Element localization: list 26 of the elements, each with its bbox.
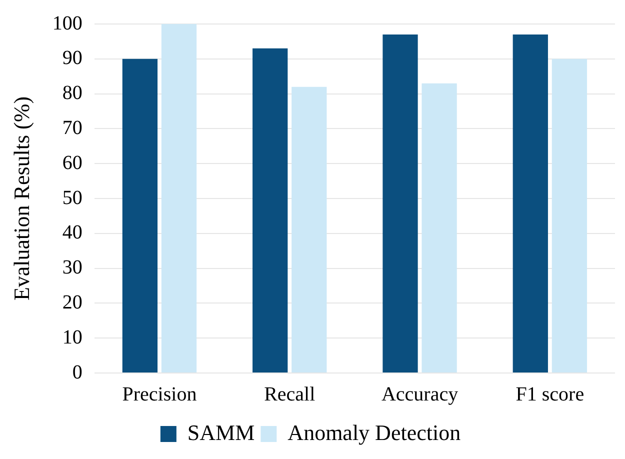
y-tick-label: 40 (62, 222, 82, 244)
x-tick-label: F1 score (516, 383, 584, 406)
legend-label: Anomaly Detection (288, 420, 461, 445)
y-tick-label: 70 (62, 116, 82, 139)
y-tick-label: 90 (62, 47, 82, 70)
bar (292, 86, 327, 372)
bar (382, 34, 418, 372)
y-tick-label: 30 (62, 256, 82, 279)
x-tick-label: Precision (122, 383, 197, 406)
y-tick-label: 0 (72, 361, 82, 384)
y-tick-label: 60 (62, 152, 82, 174)
y-tick-label: 20 (62, 291, 82, 314)
bar (122, 58, 158, 372)
legend-label: SAMM (187, 420, 255, 445)
bar (422, 83, 457, 372)
y-tick-label: 100 (52, 12, 82, 34)
bar (512, 34, 548, 372)
y-tick-label: 50 (62, 186, 82, 209)
y-tick-label: 80 (62, 82, 82, 104)
bar (552, 58, 588, 372)
y-tick-label: 10 (62, 326, 82, 348)
x-tick-label: Accuracy (381, 383, 458, 406)
y-axis-title: Evaluation Results (%) (8, 96, 34, 301)
bar (161, 24, 197, 372)
bar (252, 48, 288, 372)
x-tick-label: Recall (264, 383, 316, 406)
